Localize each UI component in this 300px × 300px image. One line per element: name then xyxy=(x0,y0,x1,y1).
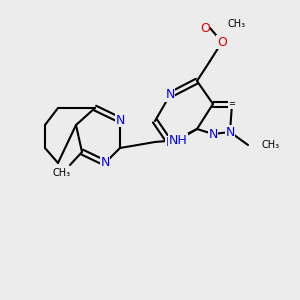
Text: CH₃: CH₃ xyxy=(228,19,246,29)
Text: CH₃: CH₃ xyxy=(262,140,280,150)
Text: CH₃: CH₃ xyxy=(53,168,71,178)
Text: NH: NH xyxy=(169,134,188,146)
Text: N: N xyxy=(115,113,125,127)
Text: N: N xyxy=(165,136,175,149)
Text: N: N xyxy=(165,88,175,101)
Text: O: O xyxy=(217,35,227,49)
Text: O: O xyxy=(200,22,210,34)
Text: =: = xyxy=(229,100,236,109)
Text: N: N xyxy=(225,125,235,139)
Text: N: N xyxy=(100,157,110,169)
Text: N: N xyxy=(208,128,218,140)
